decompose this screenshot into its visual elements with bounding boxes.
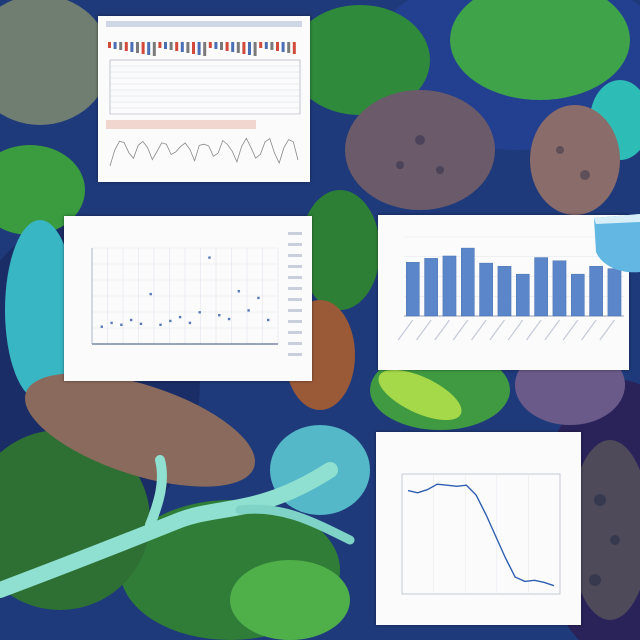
scatter-side-mark xyxy=(288,342,302,345)
scatter-side-mark xyxy=(288,353,302,356)
bar xyxy=(534,257,548,317)
scatter-point xyxy=(110,321,113,325)
bar xyxy=(589,266,603,317)
scatter-side-mark xyxy=(288,276,302,279)
bar-tick-label-mark xyxy=(471,319,487,341)
sheet-tick xyxy=(119,42,123,50)
sheet-tick xyxy=(158,42,162,48)
sheet-tick xyxy=(197,42,201,55)
sheet-tick xyxy=(164,42,167,49)
sheet-tick xyxy=(169,42,173,50)
sheet-tick xyxy=(175,42,179,51)
sheet-tick xyxy=(203,42,207,56)
scatter-side-mark xyxy=(288,287,302,290)
sheet-tick xyxy=(152,42,156,56)
bar-tick-label-mark xyxy=(507,319,524,341)
scatter-point xyxy=(237,290,241,293)
sheet-tick xyxy=(220,42,223,50)
bar-tick-label-mark xyxy=(599,319,615,341)
scatter-side-mark xyxy=(288,265,302,268)
bar-tick-label-mark xyxy=(452,319,469,341)
bar-tick-label-mark xyxy=(544,319,560,341)
bar xyxy=(460,247,475,317)
sheet-tick xyxy=(287,42,291,53)
sheet-tick xyxy=(141,42,145,54)
bar-chart xyxy=(397,236,624,341)
sheet-tick xyxy=(231,42,235,52)
sheet-tick xyxy=(292,42,296,54)
scatter-point xyxy=(120,323,123,326)
bar-tick-label-mark xyxy=(526,319,542,341)
sheet-tick xyxy=(192,42,195,54)
bar xyxy=(552,260,567,317)
scatter-point xyxy=(159,323,162,326)
scatter-point xyxy=(247,309,250,312)
bar xyxy=(497,266,512,317)
sheet-tick xyxy=(136,42,139,53)
bar-tick-label-mark xyxy=(434,319,450,341)
sheet-tick xyxy=(281,42,285,52)
bar xyxy=(515,273,530,317)
scatter-point xyxy=(129,318,133,322)
sheet-tick xyxy=(270,42,274,50)
bar xyxy=(406,262,420,317)
cyan-cup-fragment xyxy=(594,214,640,273)
sheet-tick xyxy=(180,42,184,52)
spectrogram-sheet xyxy=(98,16,310,182)
sheet-tick xyxy=(124,42,128,51)
scatter-side-mark xyxy=(288,309,302,312)
scatter-side-mark xyxy=(288,243,302,246)
scatter-point xyxy=(169,319,172,323)
scatter-point xyxy=(178,315,182,319)
bar-tick-label-mark xyxy=(416,319,432,341)
bar xyxy=(479,262,493,317)
scatter-side-mark xyxy=(288,331,302,334)
scatter-plot xyxy=(91,232,302,356)
sheet-tick xyxy=(276,42,279,51)
scatter-point xyxy=(267,318,270,322)
scatter-side-mark xyxy=(288,232,302,235)
scatter-point xyxy=(198,311,201,314)
sheet-tick xyxy=(113,42,117,49)
scatter-point xyxy=(188,321,192,325)
sheet-tick xyxy=(264,42,268,49)
scatter-point xyxy=(100,325,103,328)
bar-tick-label-mark xyxy=(562,319,579,341)
bar xyxy=(424,258,438,317)
scatter-side-mark xyxy=(288,254,302,257)
bar xyxy=(570,273,585,317)
scatter-point xyxy=(257,296,260,300)
sheet-tick xyxy=(214,42,218,49)
scatter-plot-panel xyxy=(64,216,312,381)
sheet-tick xyxy=(259,42,263,48)
bar-tick-label-mark xyxy=(397,319,414,341)
sheet-tick xyxy=(225,42,229,51)
sheet-tick xyxy=(248,42,251,55)
scatter-side-mark xyxy=(288,298,302,301)
sheet-tick xyxy=(130,42,134,52)
bar-tick-label-mark xyxy=(581,319,597,341)
line-chart xyxy=(401,473,561,595)
bar-tick-label-mark xyxy=(489,319,505,341)
bar-chart-panel xyxy=(378,215,629,370)
scatter-point xyxy=(208,256,211,259)
scatter-point xyxy=(218,314,221,317)
sheet-tick xyxy=(236,42,240,53)
sheet-tick xyxy=(208,42,212,48)
scatter-point xyxy=(227,317,231,321)
scatter-point xyxy=(149,292,152,296)
sheet-tick xyxy=(108,42,111,48)
sheet-tick xyxy=(242,42,246,54)
scatter-side-mark xyxy=(288,320,302,323)
bar xyxy=(442,255,457,317)
line-series xyxy=(407,483,555,587)
scatter-point xyxy=(139,322,143,326)
sheet-tick xyxy=(147,42,151,55)
sheet-tick xyxy=(186,42,190,53)
sheet-tick xyxy=(253,42,257,56)
spectrogram-sheet-graphic xyxy=(106,21,302,167)
line-chart-panel xyxy=(376,432,581,625)
